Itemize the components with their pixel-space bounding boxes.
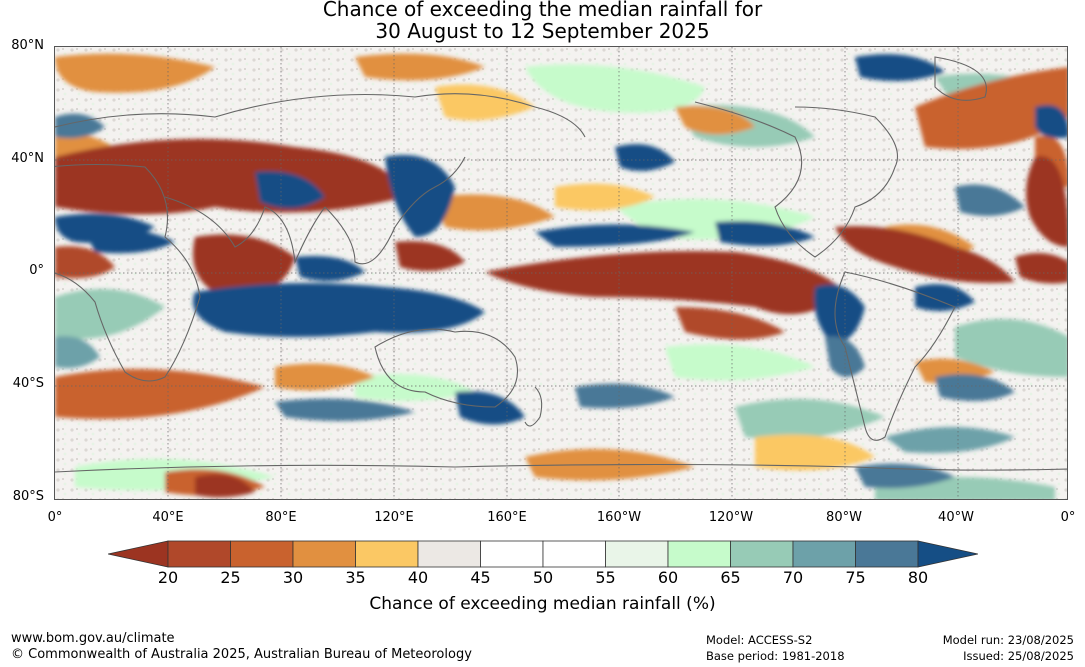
lon-label-0-east: 0° <box>1060 510 1076 525</box>
colorbar-tick-label: 80 <box>907 568 929 587</box>
colorbar-segment <box>792 540 856 568</box>
colorbar-segment <box>417 540 481 568</box>
colorbar-tick-label: 35 <box>345 568 366 587</box>
footer-url: www.bom.gov.au/climate <box>11 631 175 646</box>
colorbar-segment <box>167 540 231 568</box>
colorbar-segment <box>230 540 294 568</box>
lat-label-40n: 40°N <box>11 151 44 166</box>
colorbar-extend-high <box>917 540 978 568</box>
coastlines <box>55 56 1067 473</box>
colorbar-tick-label: 75 <box>845 568 866 587</box>
lat-label-40s: 40°S <box>12 376 44 391</box>
colorbar-segment <box>292 540 356 568</box>
lon-label-0: 0° <box>47 510 63 525</box>
rainfall-anomaly-field <box>55 53 1067 499</box>
colorbar-segment <box>605 540 669 568</box>
map-title-line1: Chance of exceeding the median rainfall … <box>322 0 763 21</box>
colorbar-tick-label: 70 <box>782 568 804 587</box>
colorbar-tick-label: 45 <box>470 568 491 587</box>
colorbar-label: Chance of exceeding median rainfall (%) <box>369 594 716 614</box>
colorbar-tick-label: 65 <box>720 568 741 587</box>
lon-label-40e: 40°E <box>152 510 184 525</box>
footer-model-run: Model run: 23/08/2025 <box>942 633 1074 647</box>
footer-model: Model: ACCESS-S2 <box>706 633 813 647</box>
rainfall-map <box>54 46 1068 500</box>
graticule <box>55 47 1067 499</box>
rainfall-map-svg <box>55 47 1067 499</box>
lat-label-0: 0° <box>29 263 44 278</box>
colorbar-tick-label: 40 <box>407 568 429 587</box>
lon-label-80w: 80°W <box>826 510 862 525</box>
colorbar-segment <box>355 540 419 568</box>
footer-base-period: Base period: 1981-2018 <box>706 649 845 663</box>
colorbar-segment <box>730 540 794 568</box>
lat-label-80s: 80°S <box>12 489 44 504</box>
footer-copyright: © Commonwealth of Australia 2025, Austra… <box>11 647 472 662</box>
colorbar <box>108 540 978 568</box>
lon-label-120w: 120°W <box>708 510 754 525</box>
lon-label-40w: 40°W <box>938 510 974 525</box>
lon-label-160e: 160°E <box>487 510 527 525</box>
colorbar-tick-label: 30 <box>282 568 304 587</box>
colorbar-tick-label: 55 <box>595 568 616 587</box>
colorbar-extend-low <box>108 540 169 568</box>
lon-label-120e: 120°E <box>374 510 414 525</box>
colorbar-segment <box>667 540 731 568</box>
lon-label-80e: 80°E <box>265 510 297 525</box>
colorbar-tick-label: 25 <box>220 568 241 587</box>
colorbar-tick-label: 60 <box>657 568 679 587</box>
colorbar-segment <box>855 540 919 568</box>
lon-label-160w: 160°W <box>596 510 642 525</box>
colorbar-tick-label: 20 <box>157 568 179 587</box>
colorbar-tick-label: 50 <box>532 568 554 587</box>
footer-issued: Issued: 25/08/2025 <box>963 649 1074 663</box>
colorbar-segment <box>542 540 606 568</box>
map-title-line2: 30 August to 12 September 2025 <box>375 19 710 43</box>
colorbar-segment <box>480 540 544 568</box>
lat-label-80n: 80°N <box>11 38 44 53</box>
